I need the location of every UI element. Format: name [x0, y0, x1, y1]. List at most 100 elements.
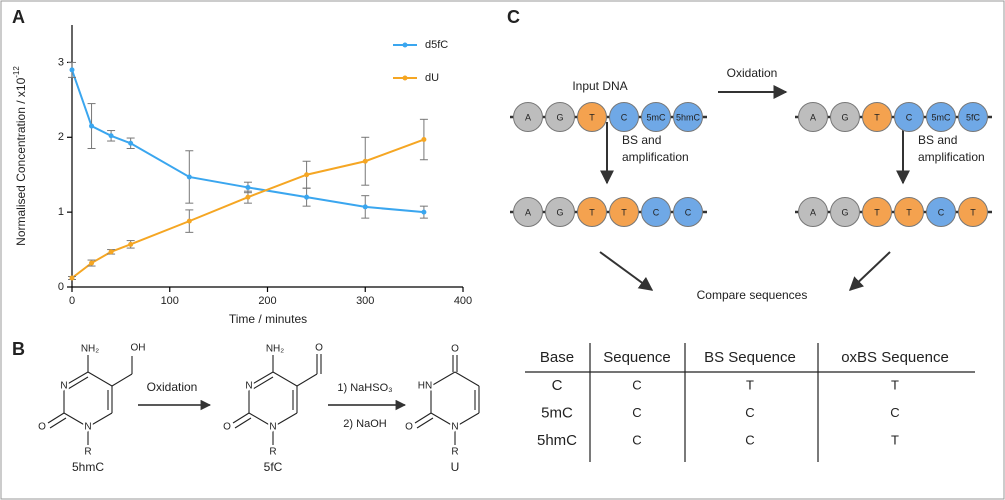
base-label: T: [589, 112, 595, 122]
table-header: oxBS Sequence: [841, 349, 949, 366]
atom-label: HN: [418, 381, 432, 392]
data-point: [69, 67, 75, 73]
bs-label: BS and: [622, 133, 661, 147]
panel-label: C: [507, 7, 520, 27]
bond: [272, 412, 298, 428]
base-label: G: [556, 207, 563, 217]
data-point: [128, 140, 134, 146]
base-label: A: [810, 112, 816, 122]
molecule-name: 5hmC: [72, 460, 104, 474]
base-bead: [673, 102, 703, 132]
table-cell: C: [632, 405, 641, 420]
base-bead: [894, 197, 924, 227]
input-label: Input DNA: [572, 79, 627, 93]
atom-label: O: [451, 344, 459, 355]
bond: [414, 412, 432, 424]
atom-label: N: [269, 422, 276, 433]
base-bead: [513, 197, 543, 227]
base-bead: [862, 102, 892, 132]
data-point: [304, 172, 310, 178]
molecule-name: U: [451, 460, 460, 474]
oxidation-label: Oxidation: [727, 66, 778, 80]
base-label: A: [810, 207, 816, 217]
base-label: T: [874, 207, 880, 217]
table-cell: 5mC: [541, 404, 573, 421]
base-label: T: [589, 207, 595, 217]
atom-label: NH₂: [266, 344, 284, 355]
atom-label: N: [245, 381, 252, 392]
data-point: [362, 158, 368, 164]
legend-label: dU: [425, 72, 439, 84]
x-axis-label: Time / minutes: [229, 312, 307, 326]
bond: [47, 412, 65, 424]
base-bead: [926, 197, 956, 227]
base-label: T: [970, 207, 976, 217]
bs-label: amplification: [622, 150, 689, 164]
atom-label: OH: [131, 343, 146, 354]
base-label: 5fC: [966, 112, 981, 122]
base-bead: [641, 197, 671, 227]
base-bead: [798, 102, 828, 132]
base-bead: [513, 102, 543, 132]
data-point: [108, 133, 114, 139]
base-bead: [673, 197, 703, 227]
table-cell: 5hmC: [537, 432, 577, 449]
base-label: G: [841, 207, 848, 217]
table-cell: T: [891, 432, 899, 447]
atom-label: R: [269, 447, 276, 458]
arrow: [848, 251, 891, 291]
bond: [248, 412, 274, 428]
legend-marker: [402, 42, 408, 48]
base-bead: [958, 197, 988, 227]
bond: [234, 417, 252, 429]
bond: [49, 417, 67, 429]
base-bead: [958, 102, 988, 132]
y-axis-label: Normalised Concentration / x10-12: [12, 66, 28, 246]
base-bead: [830, 102, 860, 132]
table-header: BS Sequence: [704, 349, 796, 366]
base-label: G: [556, 112, 563, 122]
base-label: C: [621, 112, 628, 122]
bond: [87, 371, 113, 387]
bond: [67, 376, 89, 390]
atom-label: O: [315, 343, 323, 354]
bond: [272, 371, 298, 387]
base-bead: [926, 102, 956, 132]
panel-label: A: [12, 7, 25, 27]
data-point: [421, 209, 427, 215]
atom-label: O: [38, 422, 46, 433]
atom-label: R: [451, 447, 458, 458]
table-cell: C: [745, 432, 754, 447]
data-point: [304, 194, 310, 200]
y-tick-label: 0: [58, 281, 64, 293]
reaction-label: Oxidation: [147, 380, 198, 394]
bond: [296, 373, 318, 387]
atom-label: R: [84, 447, 91, 458]
atom-label: O: [223, 422, 231, 433]
base-label: T: [874, 112, 880, 122]
bs-label: amplification: [918, 150, 985, 164]
atom-label: N: [60, 381, 67, 392]
table-cell: C: [890, 405, 899, 420]
x-tick-label: 200: [258, 295, 276, 307]
base-label: 5mC: [931, 112, 951, 122]
y-axis-label-exponent: -12: [12, 66, 21, 78]
base-bead: [545, 197, 575, 227]
data-point: [89, 260, 95, 266]
data-point: [362, 204, 368, 210]
x-tick-label: 300: [356, 295, 374, 307]
base-bead: [862, 197, 892, 227]
y-axis-label-text: Normalised Concentration / x10: [14, 77, 28, 245]
base-label: T: [906, 207, 912, 217]
table-header: Sequence: [603, 349, 671, 366]
arrow: [599, 251, 654, 291]
reaction-label: 1) NaHSO₃: [337, 382, 392, 394]
table-cell: T: [746, 377, 754, 392]
bs-label: BS and: [918, 133, 957, 147]
data-point: [128, 241, 134, 247]
bond: [87, 412, 113, 428]
table-header: Base: [540, 349, 574, 366]
base-bead: [577, 102, 607, 132]
atom-label: O: [405, 422, 413, 433]
